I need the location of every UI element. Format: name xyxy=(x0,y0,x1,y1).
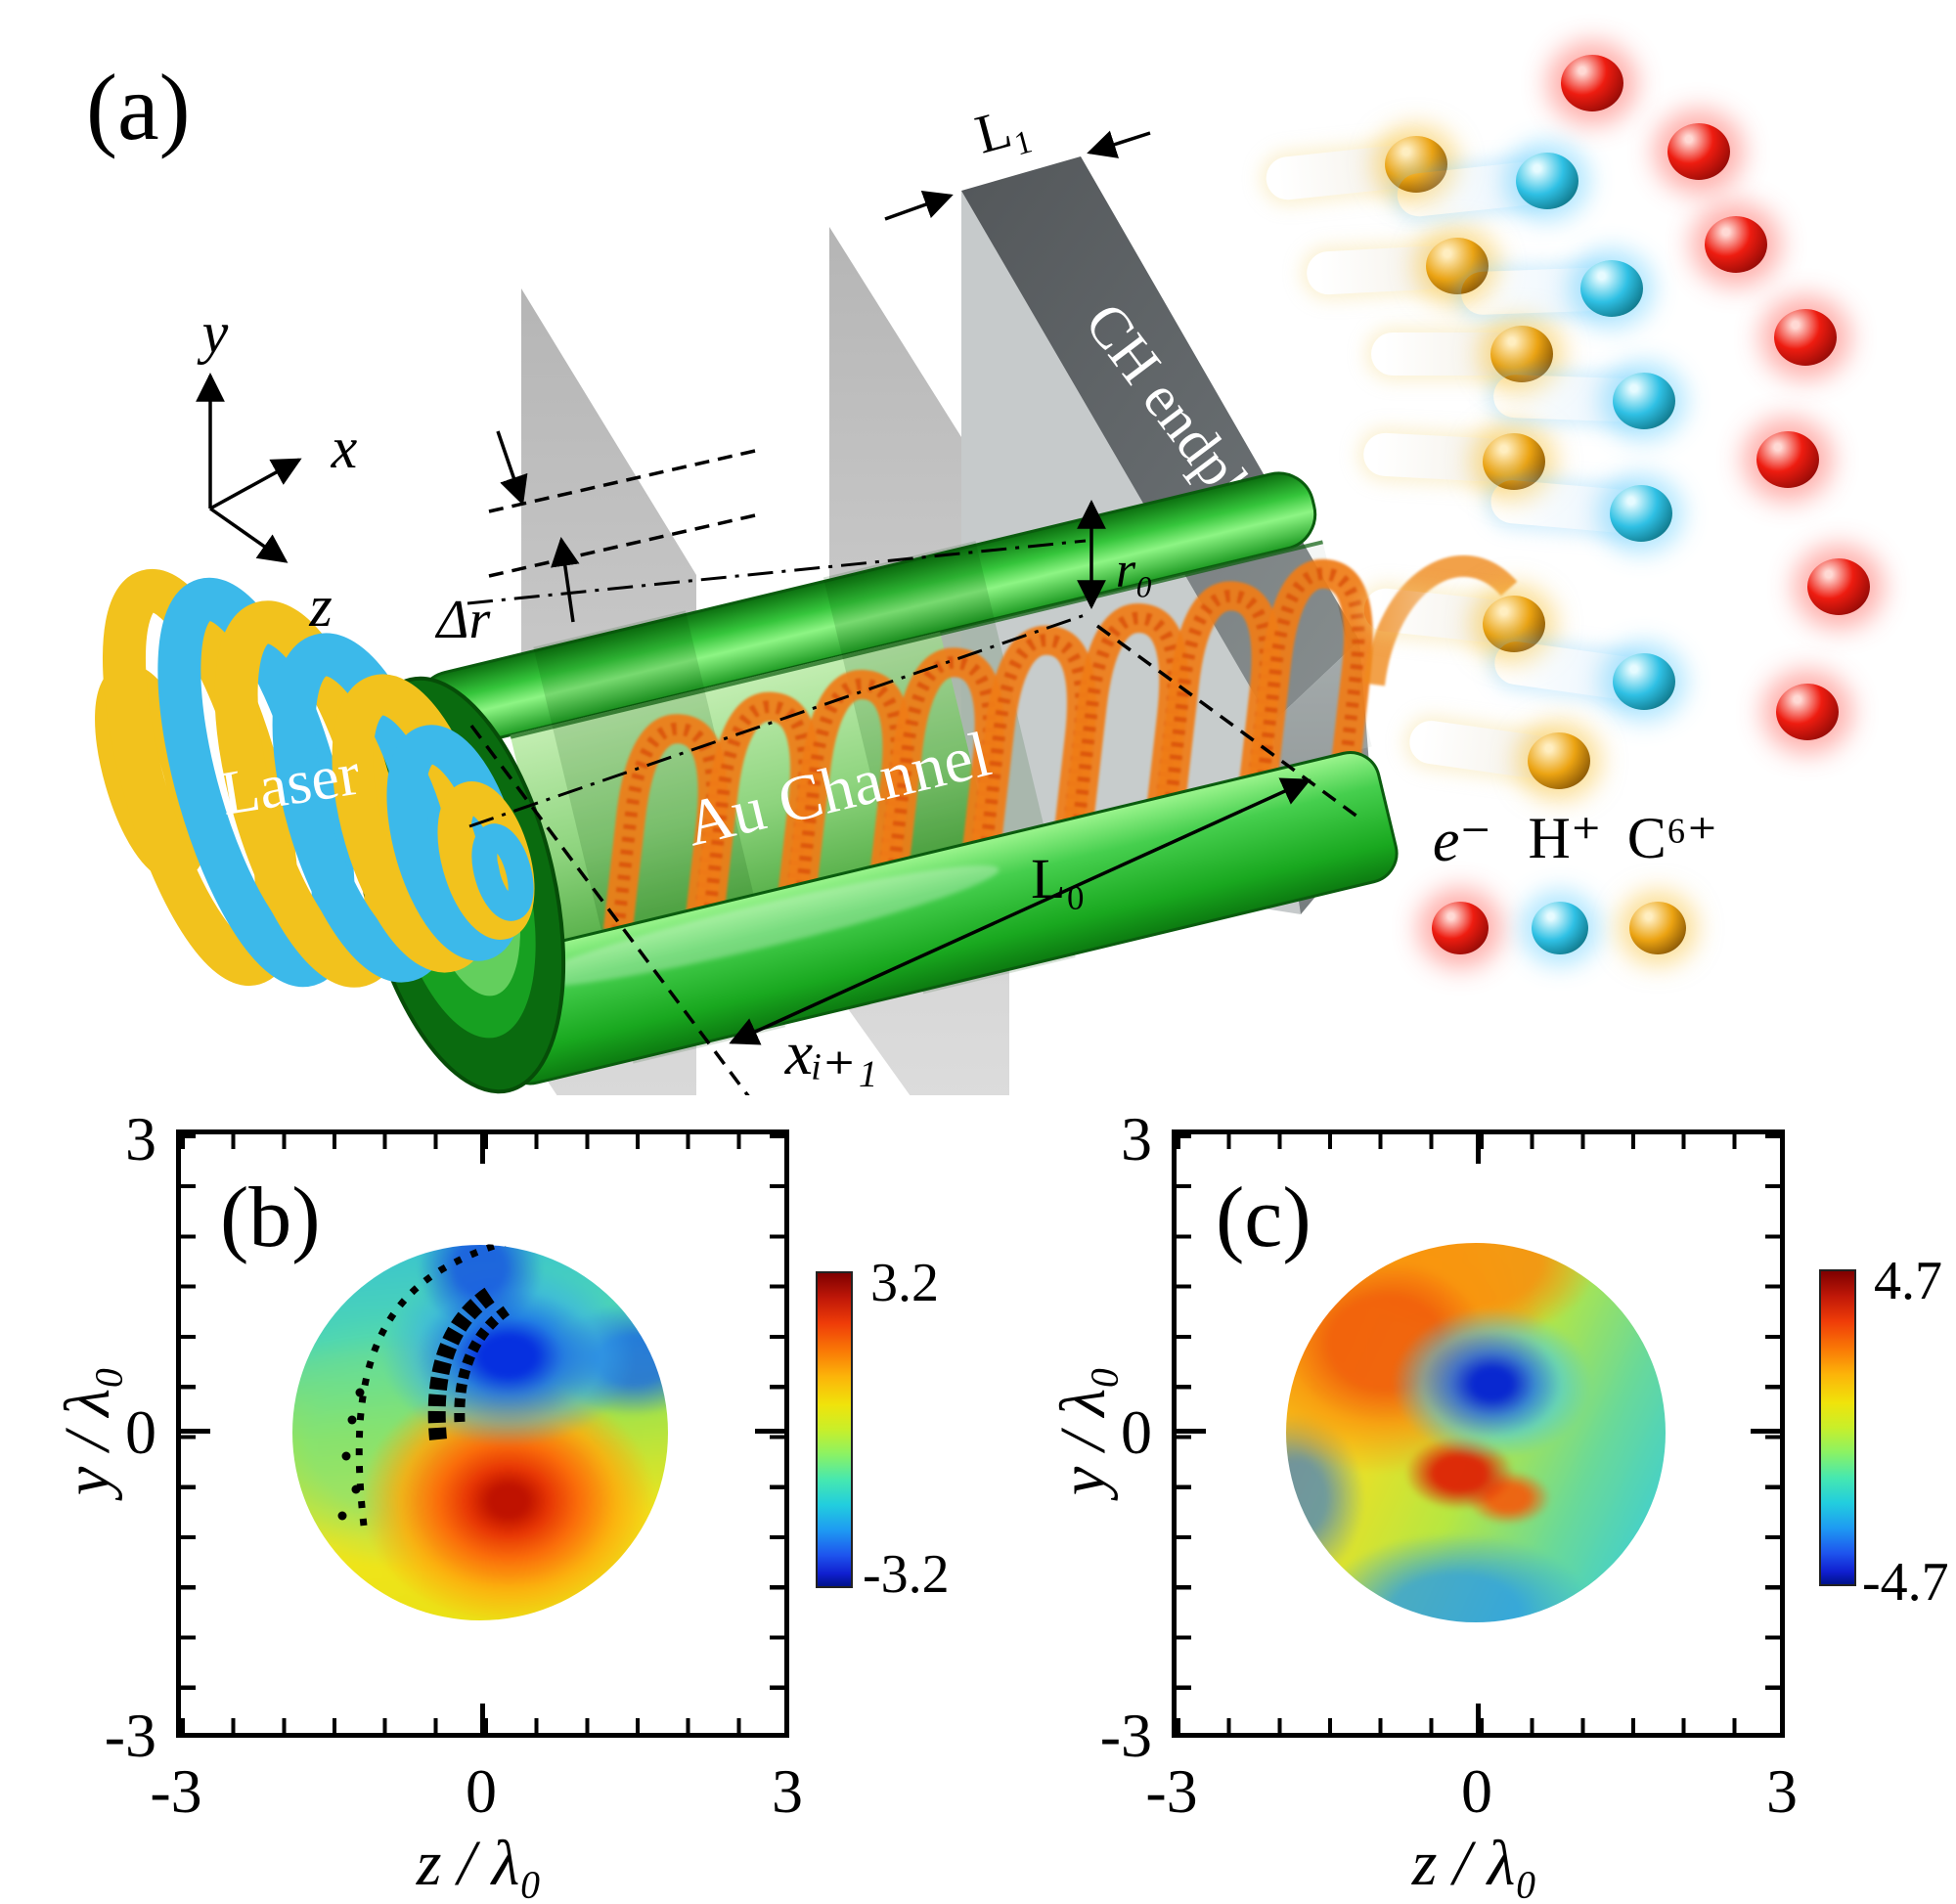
dr-arrow-down xyxy=(496,430,528,506)
plot-b-ytick-3: 3 xyxy=(125,1104,156,1173)
legend-carbon-label: C⁶⁺ xyxy=(1626,806,1718,870)
plot-c-ytick-3: 3 xyxy=(1121,1104,1152,1173)
plot-b-cbar-max: 3.2 xyxy=(870,1253,939,1313)
L0-arrow xyxy=(729,777,1311,1045)
plot-c-cbar-min: -4.7 xyxy=(1862,1552,1949,1613)
L1-arrow-left xyxy=(884,191,954,221)
legend-electron-sphere xyxy=(1432,902,1489,954)
xi1-label: xᵢ₊₁ xyxy=(784,1018,878,1087)
plot-b-yaxis-title: y / λ₀ xyxy=(52,1365,123,1496)
panel-a-label: (a) xyxy=(86,55,191,159)
plot-b-xtick-m3: -3 xyxy=(150,1756,202,1826)
legend-proton-label: H⁺ xyxy=(1528,806,1602,870)
legend-proton-sphere xyxy=(1532,902,1588,954)
electron-particle xyxy=(1756,431,1819,488)
plot-c-ticks-left xyxy=(1177,1134,1191,1733)
r0-label: r₀ xyxy=(1116,543,1153,598)
plot-c-ytick-m3: -3 xyxy=(1099,1701,1152,1770)
axis-x-label: x xyxy=(331,416,358,480)
dr-label: Δr xyxy=(435,590,491,650)
plot-c-heatmap-disk xyxy=(1286,1243,1666,1622)
xi-label: xᵢ xyxy=(1009,1081,1048,1095)
dr-arrow-up xyxy=(551,537,580,623)
proton-particle xyxy=(1489,478,1672,542)
proton-particle xyxy=(1491,639,1675,710)
plot-c-ticks-right xyxy=(1765,1134,1780,1733)
helix-exit-arc xyxy=(1363,554,1518,686)
proton-particle xyxy=(1492,373,1675,429)
plot-b-ytick-m3: -3 xyxy=(104,1701,156,1770)
plot-c-yaxis-title: y / λ₀ xyxy=(1047,1365,1119,1496)
carbon-particle xyxy=(1371,326,1553,382)
endplate-top-face xyxy=(961,156,1359,724)
proton-particle xyxy=(1395,153,1578,219)
plot-b-xtick-0: 0 xyxy=(466,1756,497,1826)
electron-particle xyxy=(1807,558,1870,615)
electron-particle xyxy=(1561,55,1623,111)
plot-b-ticks-right xyxy=(770,1134,784,1733)
laser-pulse xyxy=(95,568,535,988)
legend-carbon-sphere xyxy=(1629,902,1686,954)
plot-b-xtick-3: 3 xyxy=(772,1756,803,1826)
L0-ext-dashed-left xyxy=(469,724,750,1095)
inner-wall-dashdot-line xyxy=(467,539,1087,605)
proton-particle xyxy=(1460,260,1643,317)
L1-label: L₁ xyxy=(969,94,1036,166)
schematic-canvas: CH endplate xyxy=(86,55,1518,1095)
plot-b-cbar-min: -3.2 xyxy=(863,1544,950,1605)
plot-c-xtick-0: 0 xyxy=(1461,1756,1492,1826)
electron-particle xyxy=(1705,216,1767,273)
plot-c-cbar-max: 4.7 xyxy=(1874,1251,1942,1311)
plot-c-xtick-m3: -3 xyxy=(1145,1756,1198,1826)
axis-y-label: y xyxy=(197,300,229,365)
L0-ext-dashed-right xyxy=(1095,624,1363,821)
panel-c-label: (c) xyxy=(1216,1171,1311,1265)
plot-c-colorbar xyxy=(1819,1269,1856,1586)
axis-z-label: z xyxy=(308,574,332,639)
plot-b: (b) xyxy=(176,1129,789,1738)
carbon-particle xyxy=(1406,718,1590,789)
L0-label: L₀ xyxy=(1031,847,1086,910)
plot-c: (c) xyxy=(1172,1129,1785,1738)
axis-dashdot-line xyxy=(468,612,1089,828)
plasma-helix xyxy=(602,558,1373,942)
electron-particle xyxy=(1776,684,1839,740)
panel-b-label: (b) xyxy=(220,1171,321,1265)
plot-b-ytick-0: 0 xyxy=(125,1397,156,1467)
plot-c-ytick-0: 0 xyxy=(1121,1397,1152,1467)
guide-lines xyxy=(467,130,1363,1095)
electron-particle xyxy=(1774,309,1837,366)
plot-b-ticks-left xyxy=(181,1134,196,1733)
legend-electron-label: e⁻ xyxy=(1432,808,1492,874)
plot-b-xaxis-title: z / λ₀ xyxy=(416,1828,543,1899)
coordinate-triad xyxy=(196,373,302,563)
plot-c-xtick-3: 3 xyxy=(1766,1756,1798,1826)
electron-particle xyxy=(1667,123,1730,180)
L1-arrow-right xyxy=(1087,130,1151,158)
plot-b-colorbar xyxy=(816,1271,853,1588)
plot-c-xaxis-title: z / λ₀ xyxy=(1411,1828,1538,1899)
plot-b-heatmap-disk xyxy=(292,1245,668,1620)
